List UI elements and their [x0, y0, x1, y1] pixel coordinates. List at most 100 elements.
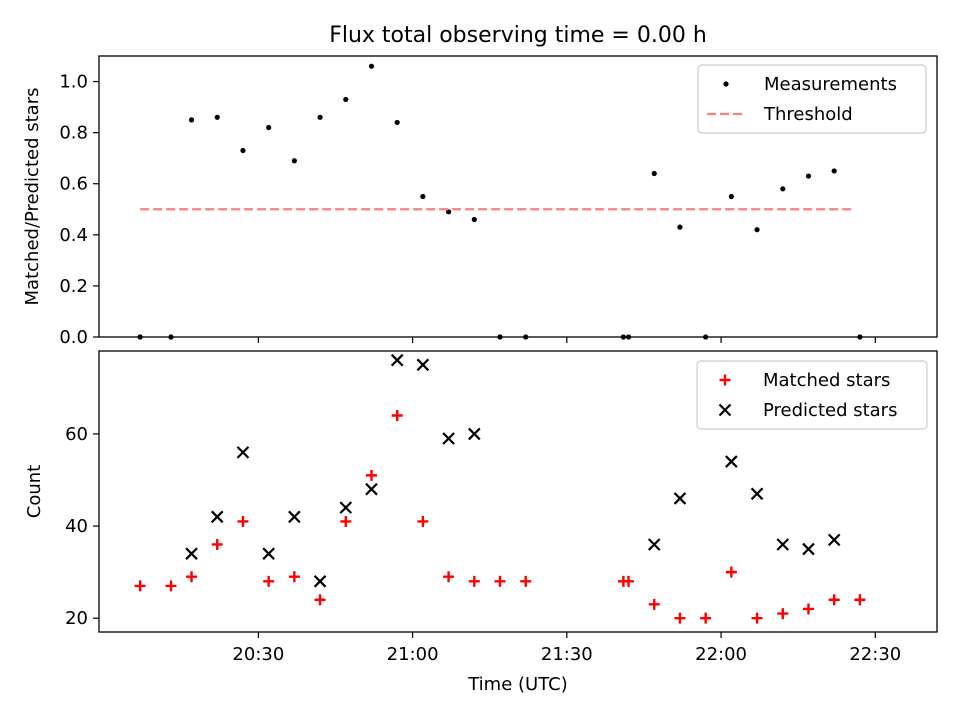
data-point — [648, 598, 660, 610]
data-point — [802, 542, 815, 556]
data-point — [468, 427, 481, 441]
legend-box — [697, 64, 927, 134]
data-point — [725, 566, 737, 578]
data-point — [751, 612, 763, 624]
data-point — [313, 575, 327, 588]
data-point — [443, 571, 455, 583]
legend-marker — [718, 403, 732, 417]
x-axis-label: Time (UTC) — [467, 674, 568, 695]
data-point — [523, 334, 529, 340]
legend-label: Threshold — [763, 104, 853, 125]
y-tick-label: 0.4 — [59, 225, 88, 246]
data-point — [468, 575, 480, 587]
y-tick-label: 1.0 — [59, 72, 88, 93]
data-point — [211, 538, 223, 550]
data-point — [262, 547, 275, 560]
data-point — [620, 334, 626, 340]
data-point — [168, 334, 174, 340]
data-point — [186, 571, 198, 583]
y-tick-label: 0.0 — [59, 327, 88, 348]
x-tick-label: 22:30 — [849, 644, 901, 665]
data-point — [416, 358, 430, 372]
data-point — [647, 538, 661, 551]
y-tick-label: 20 — [65, 608, 88, 629]
data-point — [623, 575, 635, 587]
data-point — [725, 455, 738, 468]
data-point — [780, 186, 786, 192]
data-point — [728, 193, 734, 200]
data-point — [288, 510, 301, 524]
legend-marker — [723, 81, 729, 87]
data-point — [365, 469, 377, 481]
data-point — [494, 575, 506, 587]
data-point — [391, 409, 403, 421]
data-point — [420, 193, 426, 200]
plot-frame — [98, 55, 938, 338]
bottom-panel: 20 40 60 20:30 21:00 21:30 22:00 22:30 Count Matc… — [24, 350, 938, 665]
legend-marker — [719, 374, 731, 386]
y-tick-label: 40 — [65, 516, 88, 537]
data-point — [185, 547, 198, 560]
data-point — [165, 580, 177, 592]
data-point — [394, 119, 400, 126]
data-point — [651, 170, 657, 177]
data-point — [263, 575, 275, 587]
data-point — [236, 446, 250, 459]
data-point — [471, 216, 477, 223]
data-point — [339, 501, 353, 514]
x-tick-label: 21:00 — [387, 644, 439, 665]
data-point — [266, 124, 272, 131]
data-point — [625, 334, 632, 340]
data-point — [802, 603, 814, 615]
data-point — [210, 510, 224, 524]
data-point — [673, 492, 687, 505]
data-point — [857, 334, 863, 340]
data-point — [776, 538, 790, 551]
x-tick-label: 22:00 — [695, 644, 747, 665]
data-point — [805, 173, 812, 179]
data-point — [497, 334, 503, 340]
data-point — [777, 608, 789, 620]
data-point — [134, 580, 146, 592]
data-point — [291, 158, 297, 164]
data-point — [520, 575, 532, 587]
y-tick-label: 60 — [65, 424, 88, 445]
data-point — [827, 533, 841, 547]
legend-label: Measurements — [764, 74, 897, 95]
data-point — [240, 147, 246, 154]
y-axis-label: Count — [24, 465, 45, 518]
chart-title: Flux total observing time = 0.00 h — [329, 23, 707, 48]
x-tick-label: 21:30 — [541, 644, 593, 665]
data-point — [674, 612, 686, 624]
data-point — [828, 594, 840, 606]
data-point — [237, 515, 249, 527]
y-axis-label: Matched/Predicted stars — [22, 88, 43, 306]
plot-frame — [98, 350, 938, 633]
data-point — [442, 432, 455, 445]
x-tick-label: 20:30 — [232, 644, 284, 665]
data-point — [754, 227, 760, 233]
top-panel: 0.0 0.2 0.4 0.6 0.8 1.0 Matched/Predicted star… — [22, 55, 938, 348]
y-tick-label: 0.8 — [59, 123, 88, 144]
data-point — [314, 594, 326, 606]
data-point — [750, 487, 764, 501]
data-point — [340, 515, 352, 527]
data-point — [854, 594, 866, 606]
data-point — [137, 334, 143, 340]
data-point — [317, 114, 323, 120]
legend-label: Matched stars — [763, 370, 890, 391]
data-point — [417, 515, 429, 527]
data-point — [831, 168, 837, 174]
data-point — [214, 114, 220, 120]
legend-box — [696, 360, 928, 430]
data-point — [677, 224, 683, 230]
data-point — [188, 117, 195, 123]
y-tick-label: 0.6 — [59, 174, 88, 195]
data-point — [288, 571, 300, 583]
data-point — [445, 209, 452, 215]
data-point — [703, 334, 709, 340]
data-point — [390, 353, 404, 367]
data-point — [343, 96, 349, 103]
data-point — [365, 482, 378, 496]
y-tick-label: 0.2 — [59, 276, 88, 297]
